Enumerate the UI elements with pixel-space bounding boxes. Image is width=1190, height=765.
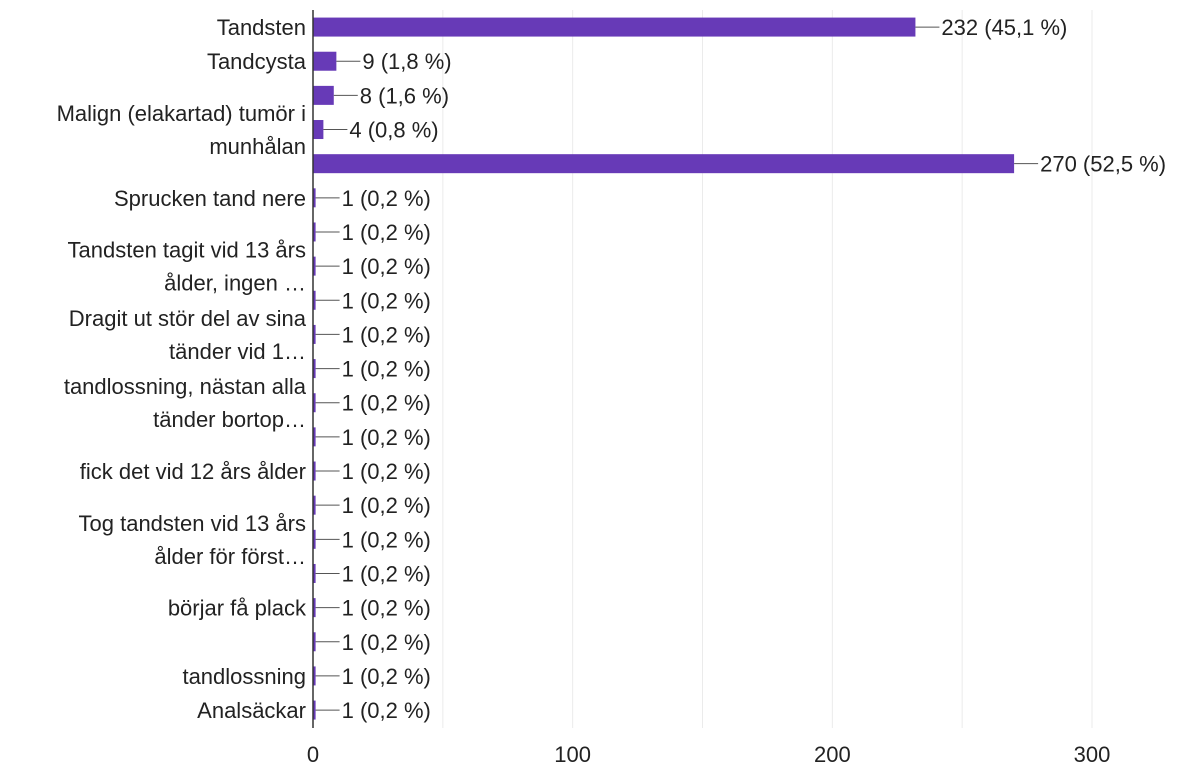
value-leader-lines bbox=[315, 26, 1039, 711]
value-label: 1 (0,2 %) bbox=[342, 493, 431, 518]
value-label: 8 (1,6 %) bbox=[360, 83, 449, 108]
bar bbox=[313, 290, 316, 310]
category-labels: Tandsten Tandcysta Malign (elakartad) tumö… bbox=[57, 15, 307, 723]
value-label: 270 (52,5 %) bbox=[1040, 152, 1166, 177]
category-label: Analsäckar bbox=[197, 698, 306, 723]
bar bbox=[313, 598, 316, 618]
value-label: 1 (0,2 %) bbox=[342, 698, 431, 723]
value-label: 1 (0,2 %) bbox=[342, 561, 431, 586]
value-label: 1 (0,2 %) bbox=[342, 186, 431, 211]
x-axis-tick-labels: 0 100 200 300 bbox=[307, 742, 1110, 765]
bar bbox=[313, 393, 316, 413]
bar bbox=[313, 85, 334, 105]
category-label: tänder vid 1… bbox=[169, 339, 306, 364]
value-label: 232 (45,1 %) bbox=[941, 15, 1067, 40]
value-label: 1 (0,2 %) bbox=[342, 357, 431, 382]
category-label: munhålan bbox=[209, 134, 306, 159]
bar bbox=[313, 154, 1015, 174]
bar bbox=[313, 359, 316, 379]
x-tick-label: 100 bbox=[554, 742, 591, 765]
value-label: 4 (0,8 %) bbox=[349, 118, 438, 143]
value-label: 1 (0,2 %) bbox=[342, 527, 431, 552]
value-label: 1 (0,2 %) bbox=[342, 288, 431, 313]
bar bbox=[313, 529, 316, 549]
value-label: 1 (0,2 %) bbox=[342, 391, 431, 416]
value-label: 1 (0,2 %) bbox=[342, 425, 431, 450]
value-label: 1 (0,2 %) bbox=[342, 459, 431, 484]
value-label: 1 (0,2 %) bbox=[342, 322, 431, 347]
category-label: Dragit ut stör del av sina bbox=[69, 306, 307, 331]
category-label: Tog tandsten vid 13 års bbox=[79, 511, 306, 536]
category-label: tänder bortop… bbox=[153, 407, 306, 432]
bar bbox=[313, 17, 916, 37]
grid-lines bbox=[442, 10, 1093, 728]
bars bbox=[313, 17, 1015, 720]
bar bbox=[313, 188, 316, 208]
value-label: 1 (0,2 %) bbox=[342, 596, 431, 621]
category-label: tandlossning bbox=[182, 664, 306, 689]
category-label: tandlossning, nästan alla bbox=[64, 374, 307, 399]
bar bbox=[313, 461, 316, 481]
category-label: ålder, ingen … bbox=[164, 271, 306, 296]
value-label: 9 (1,8 %) bbox=[362, 49, 451, 74]
value-labels: 232 (45,1 %) 9 (1,8 %) 8 (1,6 %) 4 (0,8 %) 2… bbox=[342, 15, 1166, 723]
bar bbox=[313, 324, 316, 344]
bar bbox=[313, 427, 316, 447]
category-label: fick det vid 12 års ålder bbox=[80, 459, 306, 484]
category-label: Sprucken tand nere bbox=[114, 186, 306, 211]
category-label: Tandsten bbox=[217, 15, 306, 40]
bar bbox=[313, 495, 316, 515]
value-label: 1 (0,2 %) bbox=[342, 664, 431, 689]
value-label: 1 (0,2 %) bbox=[342, 220, 431, 245]
category-label: ålder för först… bbox=[154, 544, 306, 569]
value-label: 1 (0,2 %) bbox=[342, 254, 431, 279]
category-label: börjar få plack bbox=[168, 596, 307, 621]
category-label: Tandsten tagit vid 13 års bbox=[68, 238, 306, 263]
bar bbox=[313, 632, 316, 652]
x-tick-label: 300 bbox=[1074, 742, 1111, 765]
bar bbox=[313, 51, 337, 71]
value-label: 1 (0,2 %) bbox=[342, 630, 431, 655]
x-tick-label: 200 bbox=[814, 742, 851, 765]
bar bbox=[313, 120, 324, 140]
category-label: Malign (elakartad) tumör i bbox=[57, 101, 306, 126]
bar bbox=[313, 700, 316, 720]
bar bbox=[313, 666, 316, 686]
bar bbox=[313, 222, 316, 242]
x-tick-label: 0 bbox=[307, 742, 319, 765]
bar bbox=[313, 563, 316, 583]
category-label: Tandcysta bbox=[207, 49, 307, 74]
bar bbox=[313, 256, 316, 276]
